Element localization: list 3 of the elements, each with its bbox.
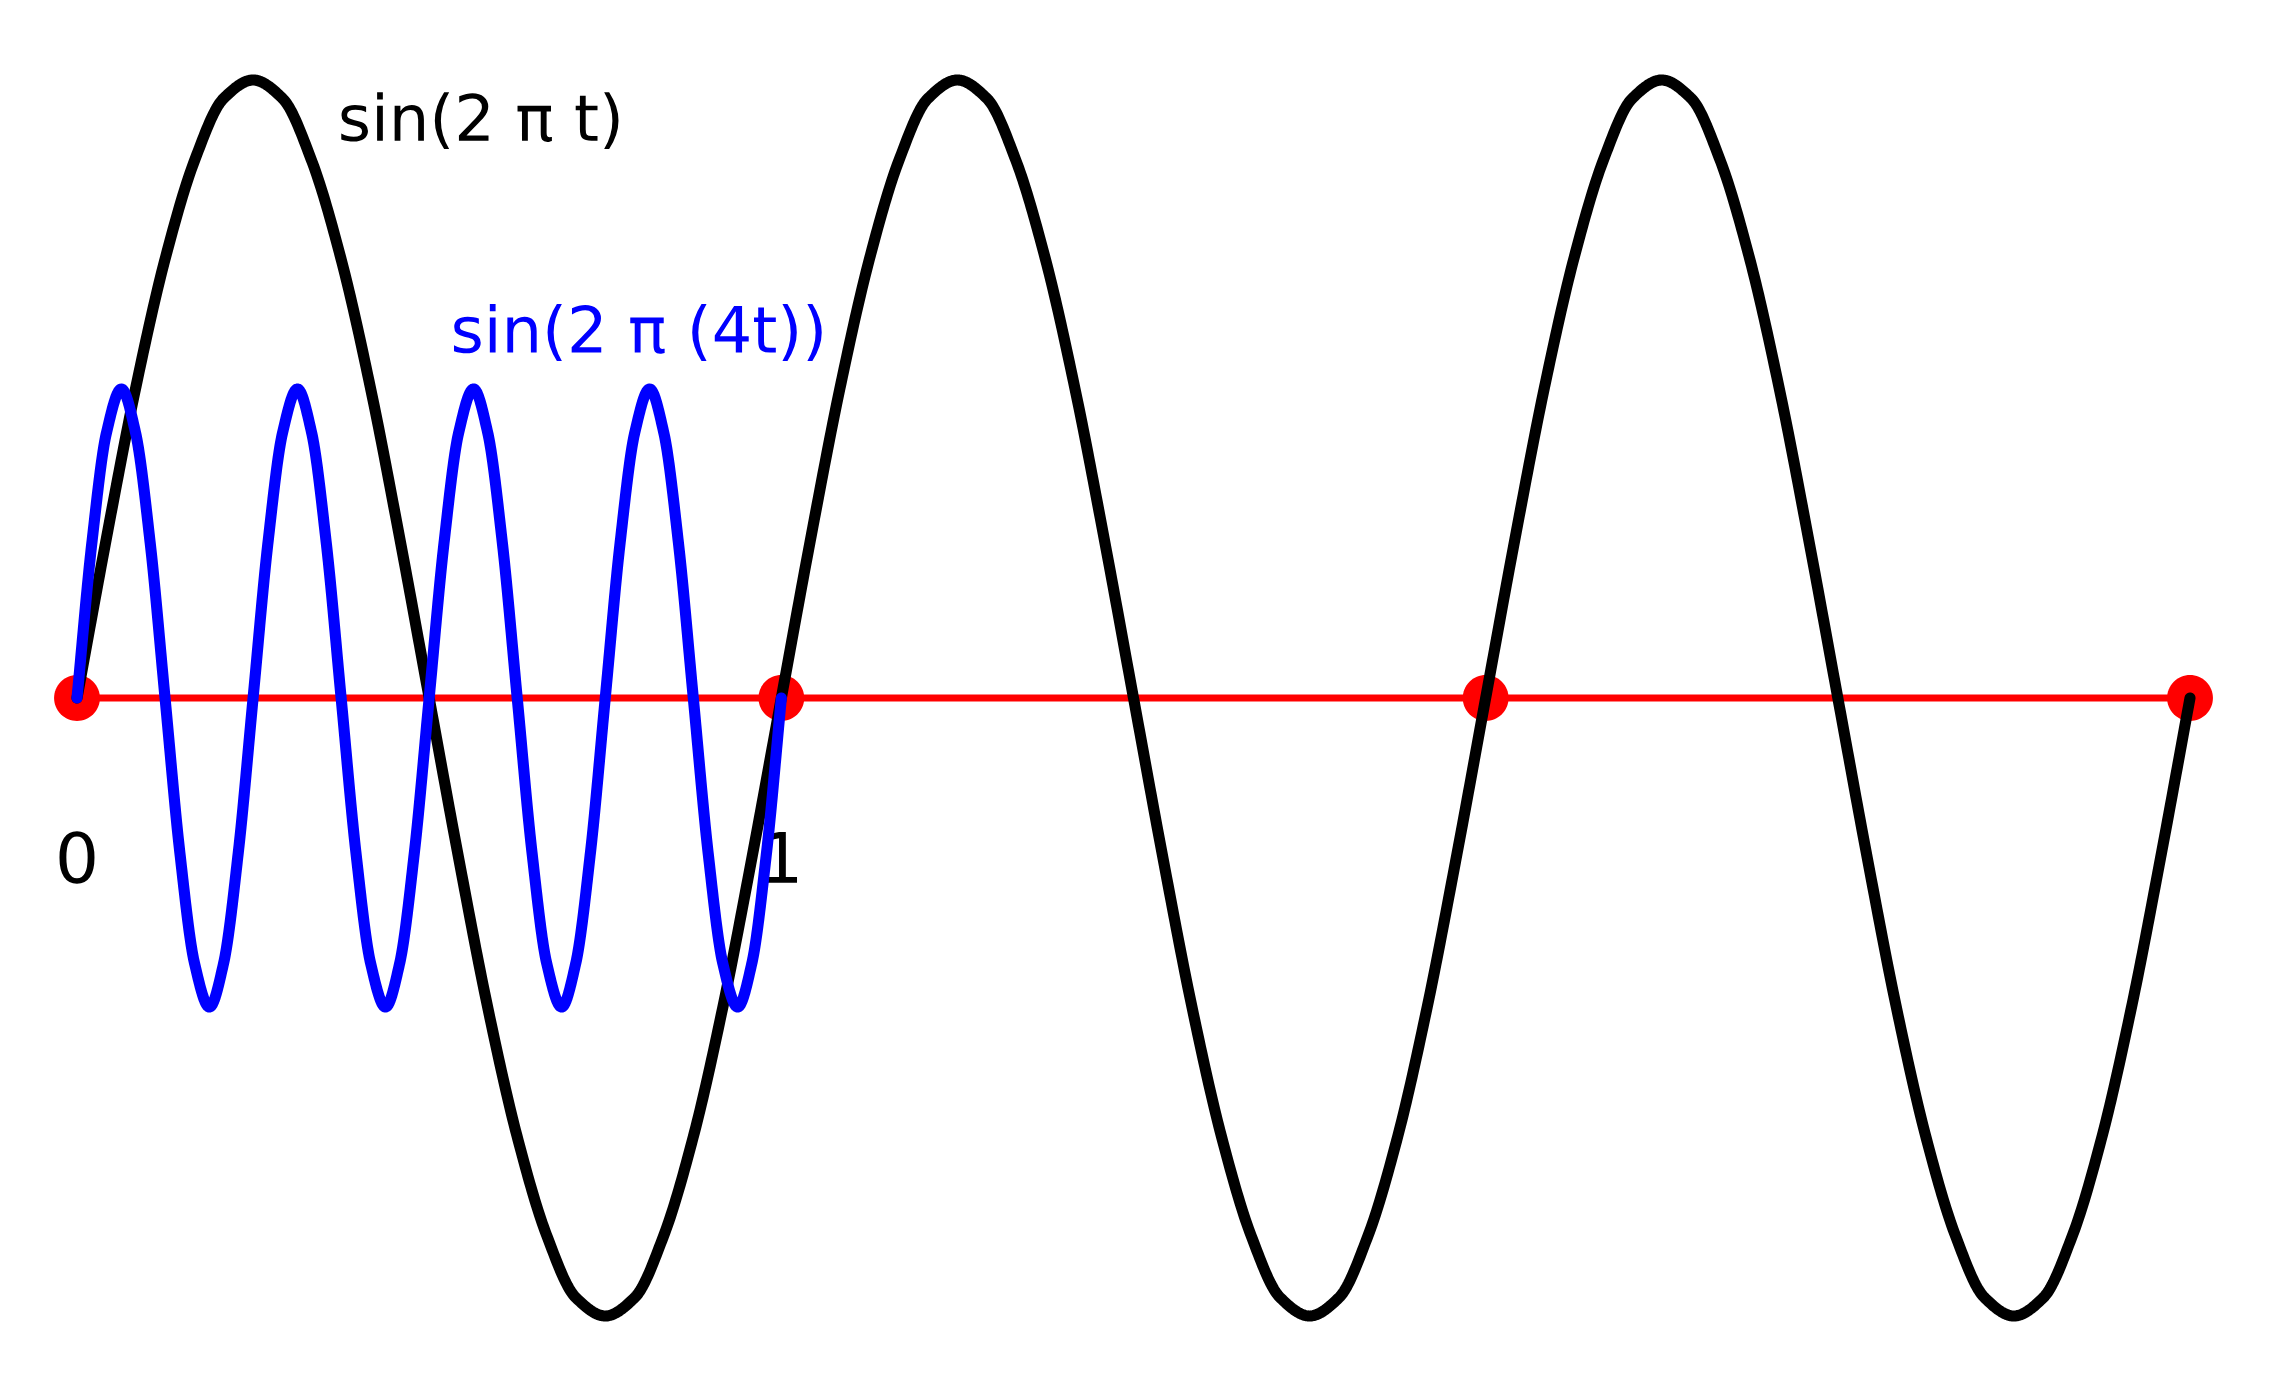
series-label: sin(2 π t): [341, 92, 619, 150]
x-tick-label: 0: [59, 831, 95, 884]
series-label: sin(2 π (4t)): [454, 303, 822, 361]
